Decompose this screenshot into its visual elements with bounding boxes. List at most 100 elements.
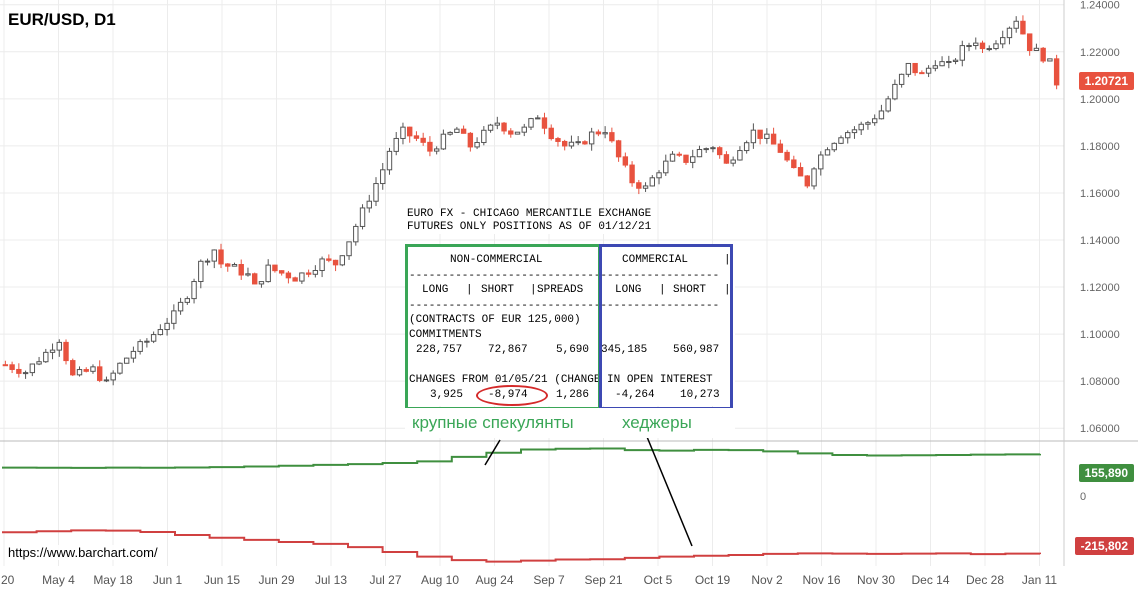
candle <box>278 270 285 274</box>
candle <box>258 281 265 285</box>
candle <box>447 131 453 135</box>
nc-spreads-value: 5,690 <box>556 344 590 356</box>
candle <box>514 131 521 135</box>
source-url: https://www.barchart.com/ <box>6 545 160 560</box>
candle <box>696 149 703 158</box>
ch-nc-spreads-value: 1,286 <box>556 389 590 401</box>
candle <box>130 350 137 359</box>
candle <box>386 150 393 171</box>
candle <box>353 225 359 243</box>
nc-long-header: LONG <box>422 284 449 296</box>
candle <box>966 45 972 48</box>
time-tick-label: Jul 27 <box>369 573 401 587</box>
time-tick-label: Jun 15 <box>204 573 240 587</box>
candle <box>400 126 406 139</box>
candle <box>346 241 352 257</box>
time-tick-label: Aug 24 <box>475 573 513 587</box>
candle <box>36 361 42 365</box>
candle <box>90 366 96 372</box>
candle <box>299 272 305 282</box>
candle <box>710 147 716 150</box>
candle <box>541 117 548 129</box>
col-sep: | <box>724 254 731 266</box>
candle <box>305 272 312 275</box>
candle <box>838 137 844 144</box>
candle <box>925 67 932 74</box>
candle <box>191 281 197 300</box>
candle <box>723 154 730 164</box>
candle <box>535 117 541 120</box>
candle <box>427 141 433 152</box>
commercial-net-line <box>2 529 1041 563</box>
time-tick-label: Oct 19 <box>695 573 731 587</box>
time-tick-label: Oct 5 <box>644 573 673 587</box>
cot-table-bg <box>405 244 735 406</box>
candle <box>460 128 467 134</box>
candle <box>211 249 217 262</box>
units-line: (CONTRACTS OF EUR 125,000) <box>409 314 581 326</box>
price-tick-label: 1.12000 <box>1080 282 1120 294</box>
candle <box>359 207 366 227</box>
candle <box>83 369 89 372</box>
candle <box>811 168 817 187</box>
time-tick-label: Nov 30 <box>857 573 895 587</box>
chart-title: EUR/USD, D1 <box>8 10 116 29</box>
commercial-header: COMMERCIAL <box>622 254 689 266</box>
price-tick-label: 1.16000 <box>1080 188 1120 200</box>
candle <box>76 369 83 376</box>
candle <box>225 263 231 267</box>
candle <box>474 142 480 148</box>
price-tick-label: 1.22000 <box>1080 47 1120 59</box>
candle <box>871 118 878 124</box>
candle <box>818 154 824 170</box>
candle <box>272 264 278 272</box>
candle <box>508 130 514 135</box>
candle <box>703 148 709 151</box>
candle <box>959 45 965 61</box>
candle <box>218 249 224 265</box>
candle <box>952 59 959 62</box>
candle <box>885 98 891 112</box>
candle <box>797 167 804 177</box>
candle <box>231 264 238 267</box>
candle <box>1047 58 1053 62</box>
candle <box>413 135 420 139</box>
commitments-line: COMMITMENTS <box>409 329 482 341</box>
candle <box>49 349 56 353</box>
col-sep: | <box>530 284 537 296</box>
candle <box>831 142 837 151</box>
time-axis: r 20 May 4 May 18 Jun 1 Jun 15 Jun 29 Jul 13 Ju… <box>0 573 1057 587</box>
c-long-value: 345,185 <box>601 344 648 356</box>
candle <box>979 42 986 50</box>
price-tick-label: 1.10000 <box>1080 329 1120 341</box>
ch-c-short-value: 10,273 <box>680 389 720 401</box>
candle <box>481 129 487 144</box>
cot-report-header: EURO FX - CHICAGO MERCANTILE EXCHANGE FU… <box>407 208 652 234</box>
candle <box>420 137 426 143</box>
noncommercial-value-badge: 155,890 <box>1078 464 1134 482</box>
candle <box>157 329 164 336</box>
changes-line: CHANGES FROM 01/05/21 (CHANGE IN OPEN IN… <box>409 374 713 386</box>
time-tick-label: Nov 16 <box>802 573 840 587</box>
col-sep: | <box>466 284 473 296</box>
candle <box>595 131 602 135</box>
cot-date-line: FUTURES ONLY POSITIONS AS OF 01/12/21 <box>407 221 652 233</box>
time-tick-label: Jan 11 <box>1022 573 1057 587</box>
candle <box>770 133 777 145</box>
candle <box>602 132 608 135</box>
candle <box>56 341 62 351</box>
time-tick-label: Sep 21 <box>584 573 622 587</box>
candle <box>1053 58 1060 86</box>
candle <box>487 124 494 131</box>
candle <box>993 43 999 50</box>
candle <box>683 154 689 163</box>
candle <box>737 150 743 161</box>
col-sep: | <box>724 284 731 296</box>
short-change-circle <box>476 385 548 406</box>
hedgers-pointer-line <box>644 431 693 547</box>
candle <box>198 260 204 283</box>
candle <box>312 270 319 275</box>
c-short-header: SHORT <box>673 284 707 296</box>
candle <box>1006 27 1013 39</box>
